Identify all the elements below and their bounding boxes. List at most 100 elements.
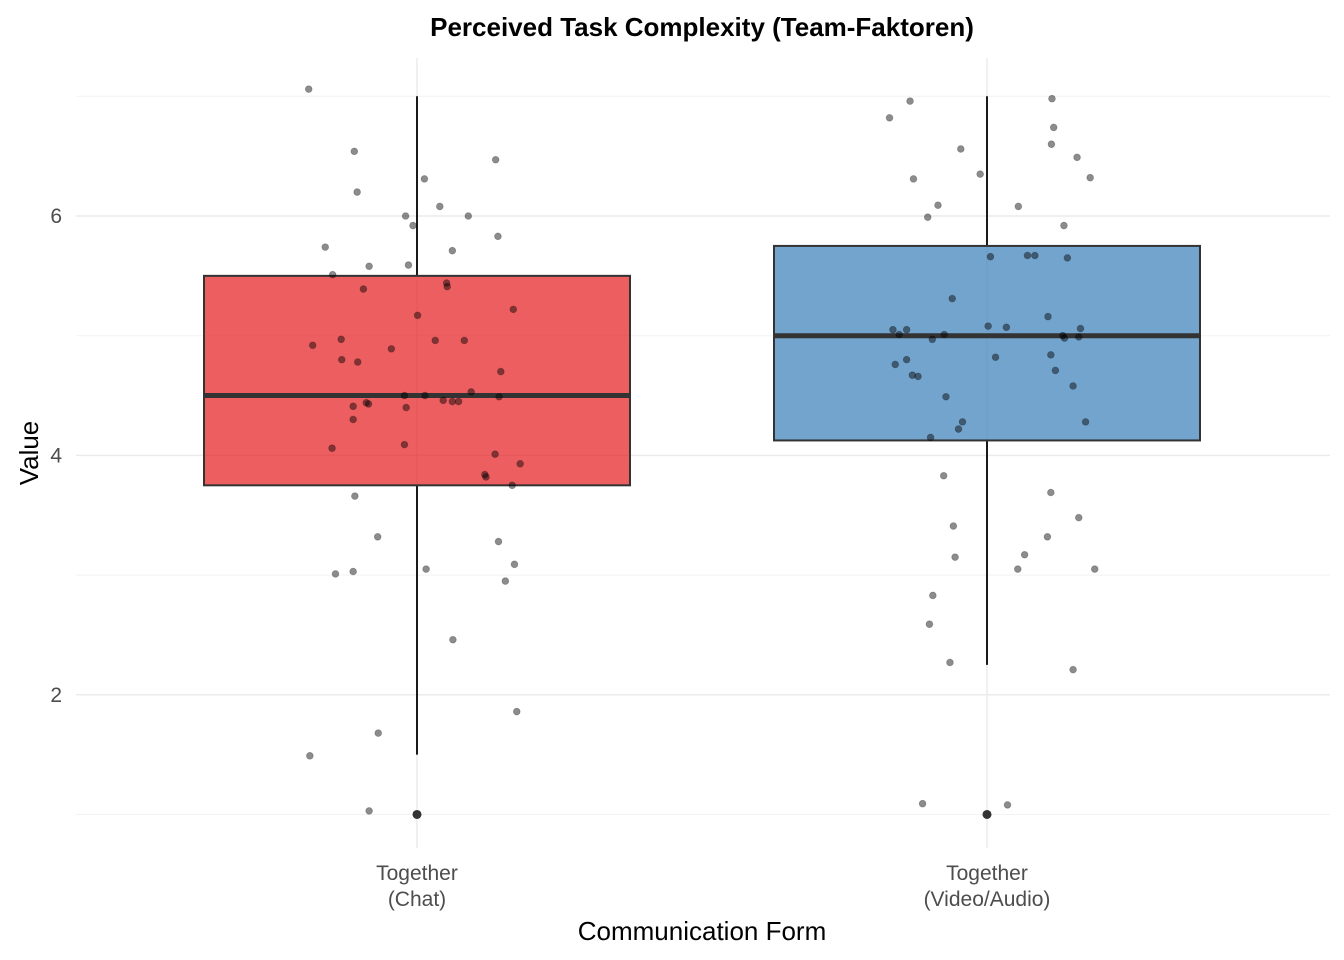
- jitter-point: [902, 355, 911, 364]
- tick-label-layer: 2 4 6 Together (Chat) Together (Video/Audio): [50, 205, 1050, 911]
- y-tick-label: 4: [50, 444, 62, 467]
- jitter-point: [306, 752, 314, 760]
- jitter-point: [448, 397, 457, 406]
- jitter-point: [1060, 221, 1068, 230]
- jitter-point: [902, 325, 911, 334]
- jitter-point: [889, 325, 897, 334]
- jitter-point: [1002, 323, 1011, 332]
- jitter-point: [401, 212, 410, 220]
- jitter-point: [501, 577, 510, 585]
- jitter-point: [1059, 331, 1067, 340]
- jitter-point: [946, 658, 954, 667]
- jitter-point: [1013, 565, 1022, 573]
- jitter-point: [1047, 351, 1055, 359]
- jitter-point: [914, 372, 922, 381]
- jitter-point: [939, 471, 948, 480]
- jitter-point: [976, 170, 984, 178]
- y-tick-label: 6: [50, 205, 62, 228]
- jitter-point: [958, 418, 967, 426]
- box-layer: [203, 96, 1201, 819]
- jitter-point: [1048, 94, 1056, 103]
- jitter-point: [512, 707, 521, 716]
- jitter-point: [364, 400, 373, 408]
- jitter-point: [374, 729, 383, 737]
- jitter-point: [496, 367, 505, 376]
- jitter-point: [328, 444, 336, 453]
- jitter-point: [926, 433, 935, 442]
- jitter-point: [891, 360, 900, 369]
- x-axis-title: Communication Form: [578, 916, 827, 946]
- jitter-point: [1031, 251, 1039, 260]
- jitter-point: [929, 591, 937, 600]
- jitter-point: [448, 246, 457, 255]
- jitter-point: [1086, 173, 1094, 182]
- jitter-point: [951, 553, 959, 561]
- jitter-point: [351, 492, 359, 500]
- jitter-point: [491, 155, 500, 164]
- jitter-point: [422, 565, 430, 573]
- jitter-point: [464, 212, 473, 220]
- jitter-point: [949, 522, 958, 530]
- jitter-point: [482, 473, 490, 481]
- jitter-point: [349, 402, 357, 411]
- jitter-point: [308, 341, 317, 350]
- jitter-points-layer: [304, 85, 1099, 815]
- jitter-point: [885, 114, 894, 122]
- jitter-point: [909, 175, 918, 183]
- jitter-point: [494, 232, 502, 241]
- box-iqr: [773, 244, 1201, 442]
- jitter-point: [954, 425, 963, 433]
- jitter-point: [508, 481, 516, 490]
- jitter-point: [1014, 202, 1023, 211]
- jitter-point: [1003, 801, 1012, 809]
- jitter-point: [350, 147, 359, 156]
- jitter-point: [404, 261, 413, 269]
- jitter-point: [1043, 532, 1052, 541]
- x-tick-label: (Video/Audio): [924, 888, 1051, 911]
- jitter-point: [421, 391, 429, 400]
- jitter-point: [495, 392, 503, 401]
- jitter-point: [442, 279, 451, 287]
- jitter-point: [1023, 251, 1032, 260]
- y-axis-title: Value: [14, 421, 44, 486]
- jitter-point: [1073, 153, 1081, 162]
- jitter-point: [359, 285, 368, 293]
- jitter-point: [918, 799, 927, 808]
- jitter-point: [984, 322, 992, 330]
- x-tick-label: Together: [376, 862, 458, 885]
- jitter-point: [443, 282, 452, 291]
- jitter-point: [940, 330, 949, 339]
- jitter-point: [1069, 665, 1077, 674]
- x-tick-label: Together: [946, 862, 1028, 885]
- jitter-point: [387, 345, 396, 353]
- jitter-point: [934, 201, 942, 210]
- jitter-point: [986, 252, 995, 261]
- jitter-point: [1060, 334, 1069, 342]
- jitter-point: [365, 262, 373, 271]
- jitter-point: [494, 537, 503, 546]
- jitter-point: [1069, 382, 1077, 390]
- jitter-point: [373, 532, 382, 541]
- jitter-point: [439, 396, 448, 405]
- jitter-point: [449, 635, 457, 644]
- jitter-point: [1090, 565, 1099, 573]
- jitter-point: [431, 336, 440, 345]
- jitter-point: [337, 355, 346, 364]
- y-tick-label: 2: [50, 684, 62, 707]
- jitter-point: [510, 560, 519, 569]
- jitter-point: [337, 335, 345, 344]
- jitter-point: [956, 145, 965, 153]
- jitter-point: [1047, 140, 1056, 148]
- jitter-point: [321, 243, 330, 251]
- jitter-point: [353, 358, 362, 366]
- jitter-point: [923, 213, 932, 221]
- jitter-point: [1020, 550, 1029, 559]
- jitter-point: [1063, 254, 1072, 262]
- jitter-point: [942, 392, 950, 401]
- jitter-point: [1076, 324, 1085, 333]
- jitter-point: [516, 459, 524, 468]
- jitter-point: [353, 188, 361, 196]
- jitter-point: [1044, 312, 1052, 321]
- jitter-point: [365, 807, 373, 815]
